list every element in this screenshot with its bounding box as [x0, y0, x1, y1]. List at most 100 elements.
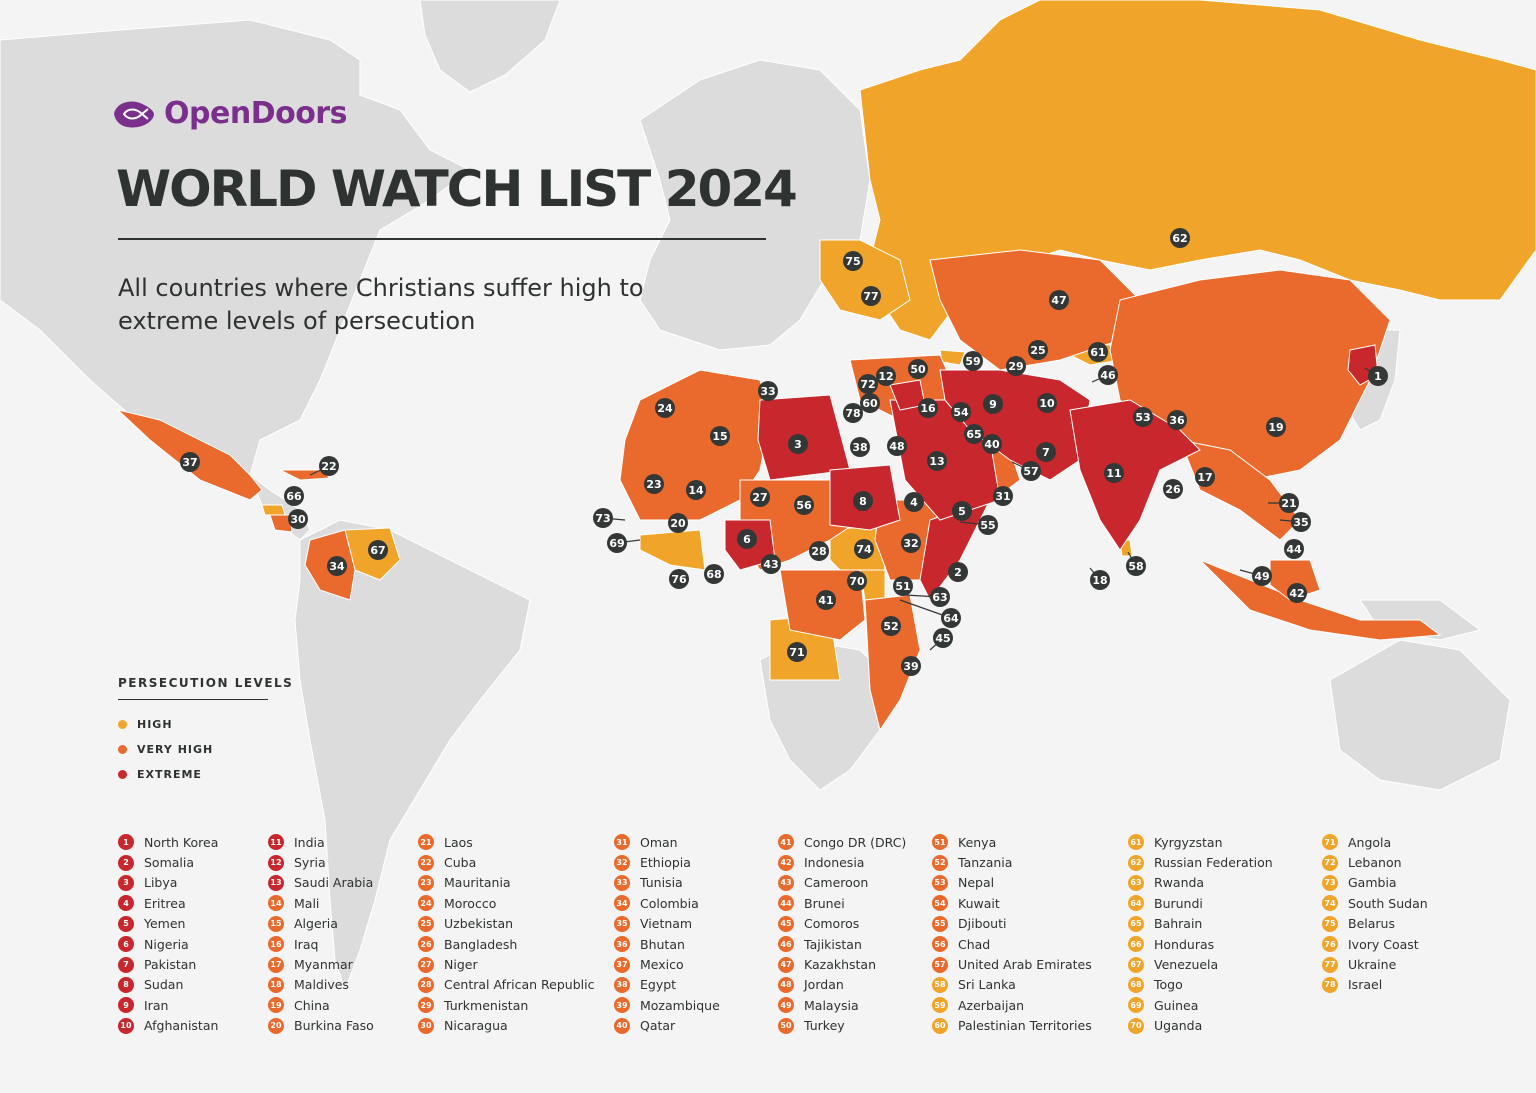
marker-label: 3 [794, 438, 802, 451]
country-name: Uganda [1154, 1018, 1203, 1034]
rank-badge: 23 [418, 874, 434, 891]
map-rank-marker: 15 [710, 426, 730, 446]
marker-circle [1098, 365, 1118, 385]
rank-badge: 75 [1322, 915, 1338, 932]
list-item: 6 Nigeria [118, 934, 218, 954]
marker-label: 32 [903, 537, 918, 550]
map-rank-marker: 39 [901, 656, 921, 676]
country-name: Comoros [804, 916, 860, 932]
list-item: 10 Afghanistan [118, 1016, 218, 1036]
country-name: Bahrain [1154, 916, 1203, 932]
europe-land [639, 59, 871, 351]
rank-badge: 63 [1128, 874, 1144, 891]
list-item: 55 Djibouti [932, 914, 1092, 934]
rank-badge: 69 [1128, 997, 1144, 1014]
map-rank-marker: 1 [1368, 366, 1388, 386]
country-name: Saudi Arabia [294, 875, 374, 891]
marker-label: 1 [1374, 370, 1382, 383]
marker-label: 78 [845, 407, 860, 420]
list-item: 27 Niger [418, 954, 594, 974]
list-item: 20 Burkina Faso [268, 1016, 374, 1036]
map-rank-marker: 6 [737, 529, 757, 549]
rank-badge: 44 [778, 895, 794, 912]
list-item: 29 Turkmenistan [418, 995, 594, 1015]
rank-badge: 70 [1128, 1017, 1144, 1034]
map-rank-marker: 34 [327, 556, 347, 576]
map-rank-marker: 45 [933, 628, 953, 648]
marker-circle [1028, 340, 1048, 360]
marker-label: 67 [370, 544, 385, 557]
list-item: 39 Mozambique [614, 995, 720, 1015]
rank-badge: 15 [268, 915, 284, 932]
marker-circle [655, 398, 675, 418]
map-rank-marker: 14 [686, 480, 706, 500]
logo-doors-text: Doors [250, 96, 348, 131]
country-name: Kazakhstan [804, 957, 877, 973]
marker-label: 59 [965, 355, 980, 368]
map-rank-marker: 28 [809, 541, 829, 561]
marker-circle [809, 541, 829, 561]
marker-circle [918, 398, 938, 418]
legend-label-very-high: VERY HIGH [137, 743, 214, 756]
map-rank-marker: 55 [978, 515, 998, 535]
country-name: Honduras [1154, 936, 1215, 952]
marker-label: 12 [878, 370, 893, 383]
marker-label: 22 [321, 460, 336, 473]
country-name: Qatar [640, 1018, 676, 1034]
marker-label: 71 [789, 646, 804, 659]
list-item: 2 Somalia [118, 852, 218, 872]
map-rank-marker: 65 [964, 424, 984, 444]
marker-circle [1021, 461, 1041, 481]
legend-item-extreme: EXTREME [118, 762, 293, 787]
country-name: Kuwait [958, 895, 1000, 911]
marker-circle [982, 434, 1002, 454]
marker-circle [607, 533, 627, 553]
country-name: Nigeria [144, 936, 189, 952]
map-rank-marker: 2 [948, 562, 968, 582]
map-rank-marker: 46 [1098, 365, 1118, 385]
marker-circle [319, 456, 339, 476]
list-item: 54 Kuwait [932, 893, 1092, 913]
marker-circle [941, 608, 961, 628]
map-rank-marker: 41 [816, 590, 836, 610]
list-item: 45 Comoros [778, 914, 906, 934]
country-name: Central African Republic [444, 977, 595, 993]
rank-badge: 7 [118, 956, 134, 973]
list-item: 15 Algeria [268, 914, 374, 934]
marker-circle [686, 480, 706, 500]
legend-item-high: HIGH [118, 712, 293, 737]
list-item: 72 Lebanon [1322, 852, 1428, 872]
marker-label: 45 [935, 632, 950, 645]
list-item: 3 Libya [118, 873, 218, 893]
list-item: 50 Turkey [778, 1016, 906, 1036]
country-name: Bhutan [640, 936, 685, 952]
marker-label: 53 [1135, 411, 1150, 424]
marker-label: 52 [883, 620, 898, 633]
country-name: Oman [640, 834, 678, 850]
map-rank-marker: 35 [1291, 512, 1311, 532]
list-item: 61 Kyrgyzstan [1128, 832, 1273, 852]
marker-circle [1284, 539, 1304, 559]
marker-label: 9 [989, 398, 997, 411]
marker-circle [893, 576, 913, 596]
marker-circle [858, 374, 878, 394]
country-name: Azerbaijan [958, 997, 1025, 1013]
country-name: United Arab Emirates [958, 957, 1092, 973]
ranking-column: 31 Oman 32 Ethiopia 33 Tunisia 34 Colombia 35 Vie… [614, 832, 720, 1036]
map-rank-marker: 42 [1287, 583, 1307, 603]
list-item: 64 Burundi [1128, 893, 1273, 913]
country-name: Belarus [1348, 916, 1395, 932]
country-name: Laos [444, 834, 473, 850]
marker-label: 10 [1039, 397, 1055, 410]
marker-circle [1088, 342, 1108, 362]
country-name: Indonesia [804, 855, 865, 871]
rank-badge: 3 [118, 874, 134, 891]
marker-circle [1291, 512, 1311, 532]
country-name: Mali [294, 895, 320, 911]
map-rank-marker: 60 [860, 393, 880, 413]
list-item: 74 South Sudan [1322, 893, 1428, 913]
marker-circle [761, 554, 781, 574]
marker-label: 66 [286, 490, 302, 503]
legend-label-extreme: EXTREME [137, 768, 202, 781]
